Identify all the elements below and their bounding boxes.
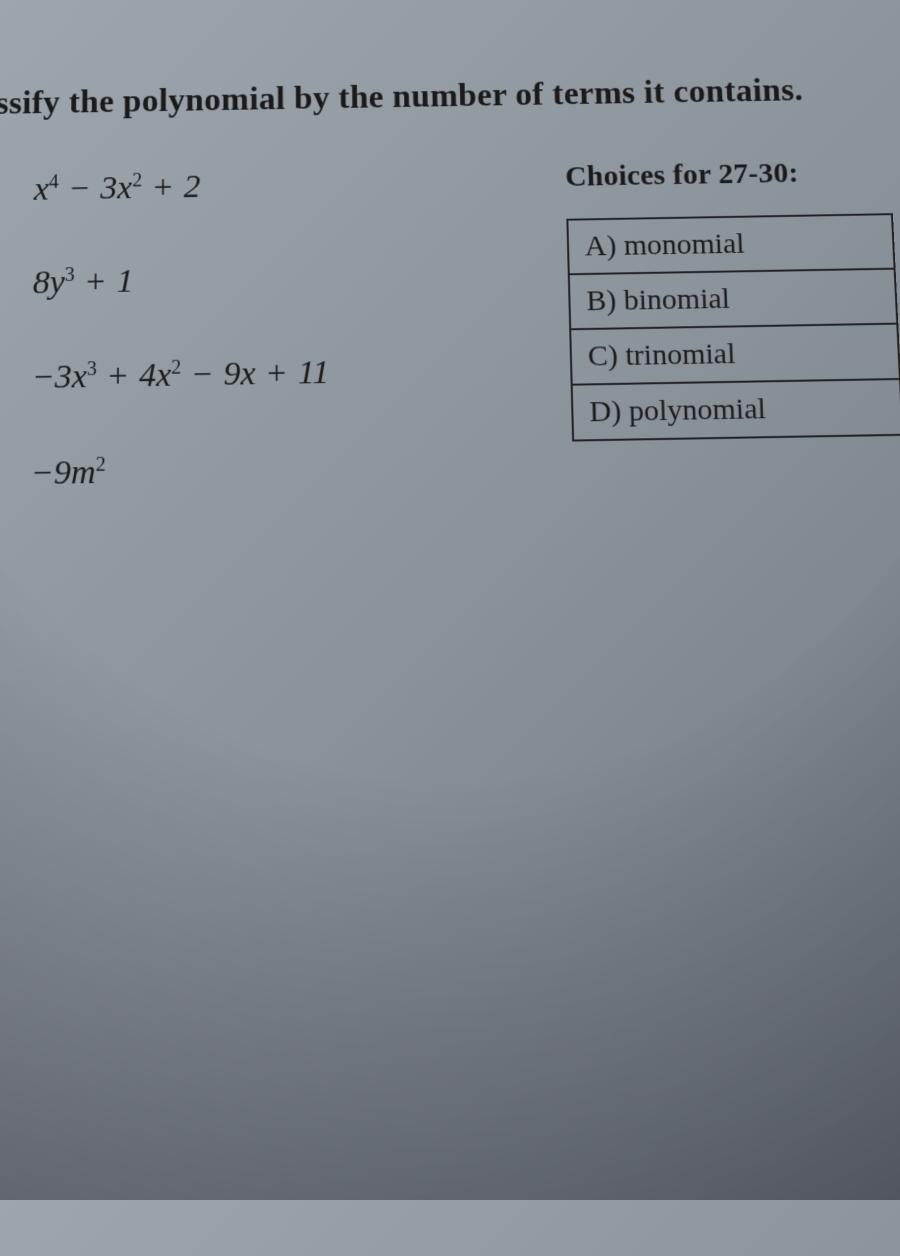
problem-number: 27. bbox=[0, 172, 34, 210]
problem-expression: −3x3 + 4x2 − 9x + 11 bbox=[32, 354, 330, 397]
problem-27: 27. x4 − 3x2 + 2 bbox=[0, 163, 526, 210]
choice-c: C) trinomial bbox=[570, 324, 900, 385]
problem-number: 28. bbox=[0, 265, 33, 304]
problem-number: 30. bbox=[0, 455, 31, 495]
problem-expression: −9m2 bbox=[30, 454, 105, 494]
problems-column: 27. x4 − 3x2 + 2 28. 8y3 + 1 29. −3x3 + … bbox=[0, 163, 533, 494]
problem-29: 29. −3x3 + 4x2 − 9x + 11 bbox=[0, 351, 531, 399]
choice-b: B) binomial bbox=[569, 269, 898, 330]
problem-28: 28. 8y3 + 1 bbox=[0, 256, 528, 303]
problem-number: 29. bbox=[0, 359, 32, 398]
choice-a: A) monomial bbox=[567, 214, 894, 274]
main-row: 27. x4 − 3x2 + 2 28. 8y3 + 1 29. −3x3 + … bbox=[0, 157, 900, 495]
choices-header: Choices for 27-30: bbox=[565, 155, 892, 193]
choices-panel: Choices for 27-30: A) monomial B) binomi… bbox=[565, 155, 900, 441]
choices-table: A) monomial B) binomial C) trinomial D) … bbox=[566, 213, 900, 441]
problem-expression: x4 − 3x2 + 2 bbox=[34, 169, 201, 209]
instruction-title: Classify the polynomial by the number of… bbox=[0, 71, 888, 123]
problem-expression: 8y3 + 1 bbox=[33, 263, 134, 302]
choice-d: D) polynomial bbox=[572, 379, 900, 441]
problem-30: 30. −9m2 bbox=[0, 446, 533, 495]
